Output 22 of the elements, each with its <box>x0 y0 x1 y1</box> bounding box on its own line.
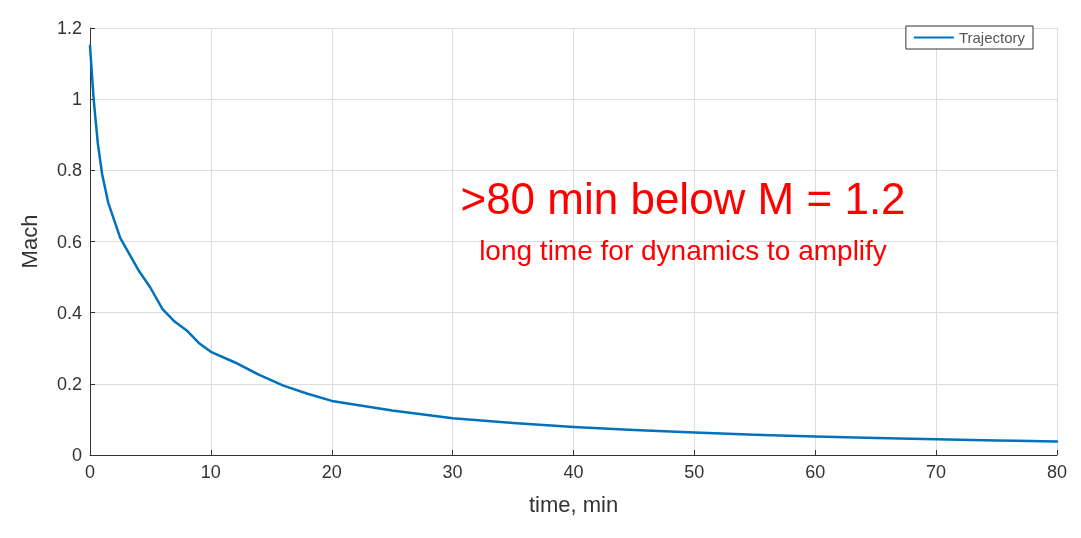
y-tick-label: 0.4 <box>56 302 82 323</box>
annotation: >80 min below M = 1.2 <box>460 173 906 223</box>
y-tick-label: 0.2 <box>56 373 82 394</box>
y-axis-title: Mach <box>16 214 42 269</box>
x-tick-label: 30 <box>442 462 463 482</box>
x-axis-title: time, min <box>528 491 619 517</box>
y-tick-label: 0.6 <box>56 231 82 252</box>
y-tick-label: 0 <box>71 445 82 465</box>
x-tick-label: 80 <box>1046 462 1068 482</box>
line-series <box>88 44 1059 443</box>
legend-label: Trajectory <box>958 29 1026 46</box>
y-tick-label: 1 <box>71 89 82 110</box>
x-tick-label: 60 <box>805 462 826 482</box>
x-tick-label: 0 <box>84 462 96 482</box>
annotation: long time for dynamics to amplify <box>479 234 887 266</box>
x-tick-label: 10 <box>200 462 221 482</box>
y-tick-label: 0.8 <box>56 160 82 181</box>
y-tick-label: 1.2 <box>56 18 82 38</box>
x-tick-label: 50 <box>684 462 705 482</box>
x-tick-label: 70 <box>926 462 947 482</box>
x-tick-label: 20 <box>321 462 342 482</box>
x-tick-label: 40 <box>563 462 584 482</box>
